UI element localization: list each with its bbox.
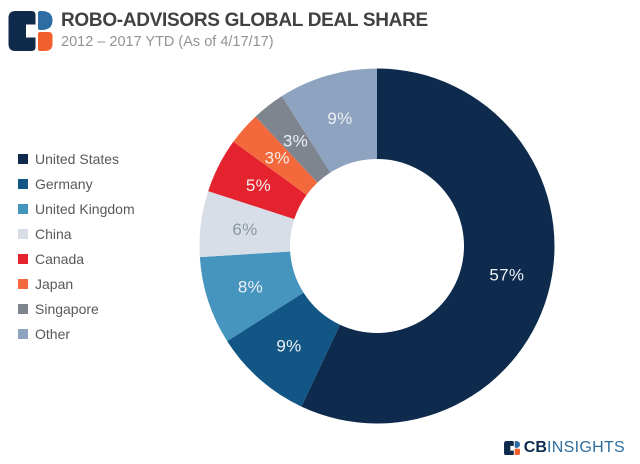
legend: United States Germany United Kingdom China C…: [18, 146, 135, 346]
slice-united-states: [301, 68, 555, 424]
logo-c-shape: [8, 11, 36, 51]
chart-subtitle: 2012 – 2017 YTD (As of 4/17/17): [61, 33, 274, 50]
slice-label-singapore: 3%: [283, 131, 308, 150]
slice-label-united-kingdom: 8%: [238, 278, 263, 297]
footer-brand: CB INSIGHTS: [503, 439, 625, 456]
slice-china: [199, 191, 295, 258]
legend-label: Singapore: [35, 300, 99, 317]
slice-label-japan: 3%: [265, 149, 290, 168]
legend-item-united-kingdom: United Kingdom: [18, 196, 135, 221]
logo-blue-block: [514, 440, 520, 448]
legend-item-china: China: [18, 221, 135, 246]
slice-germany: [227, 292, 340, 407]
legend-swatch: [18, 328, 28, 339]
legend-label: United Kingdom: [35, 200, 135, 217]
slice-label-canada: 5%: [246, 176, 271, 195]
legend-swatch: [18, 178, 28, 189]
legend-item-united-states: United States: [18, 146, 135, 171]
slice-united-kingdom: [199, 251, 304, 342]
slice-singapore: [255, 96, 331, 183]
slice-label-germany: 9%: [276, 336, 301, 355]
title-block: ROBO-ADVISORS GLOBAL DEAL SHARE 2012 – 2…: [61, 10, 428, 50]
slice-label-china: 6%: [232, 220, 257, 239]
legend-swatch: [18, 228, 28, 239]
slice-japan: [233, 116, 318, 195]
slice-label-united-states: 57%: [489, 266, 524, 285]
legend-label: Germany: [35, 175, 93, 192]
slice-canada: [208, 141, 307, 220]
legend-swatch: [18, 203, 28, 214]
legend-label: Japan: [35, 275, 74, 292]
legend-swatch: [18, 253, 28, 264]
header: ROBO-ADVISORS GLOBAL DEAL SHARE 2012 – 2…: [8, 10, 428, 51]
legend-item-other: Other: [18, 321, 135, 346]
legend-item-singapore: Singapore: [18, 296, 135, 321]
legend-label: Canada: [35, 250, 85, 267]
brand-cb-text: CB: [523, 439, 548, 456]
logo-orange-block: [38, 32, 53, 51]
cbinsights-logo-icon: [8, 11, 53, 51]
legend-item-canada: Canada: [18, 246, 135, 271]
legend-item-germany: Germany: [18, 171, 135, 196]
legend-label: United States: [35, 150, 120, 167]
logo-blue-block: [38, 11, 53, 30]
legend-swatch: [18, 153, 28, 164]
brand-insights-text: INSIGHTS: [547, 439, 625, 456]
cbinsights-footer-logo-icon: [503, 440, 520, 456]
slice-label-other: 9%: [327, 109, 352, 128]
legend-swatch: [18, 303, 28, 314]
slice-other: [281, 68, 377, 173]
logo-c-shape: [503, 440, 514, 456]
legend-item-japan: Japan: [18, 271, 135, 296]
legend-label: China: [35, 225, 72, 242]
chart-title: ROBO-ADVISORS GLOBAL DEAL SHARE: [61, 10, 428, 31]
legend-swatch: [18, 278, 28, 289]
logo-orange-block: [514, 448, 520, 456]
legend-label: Other: [35, 325, 71, 342]
